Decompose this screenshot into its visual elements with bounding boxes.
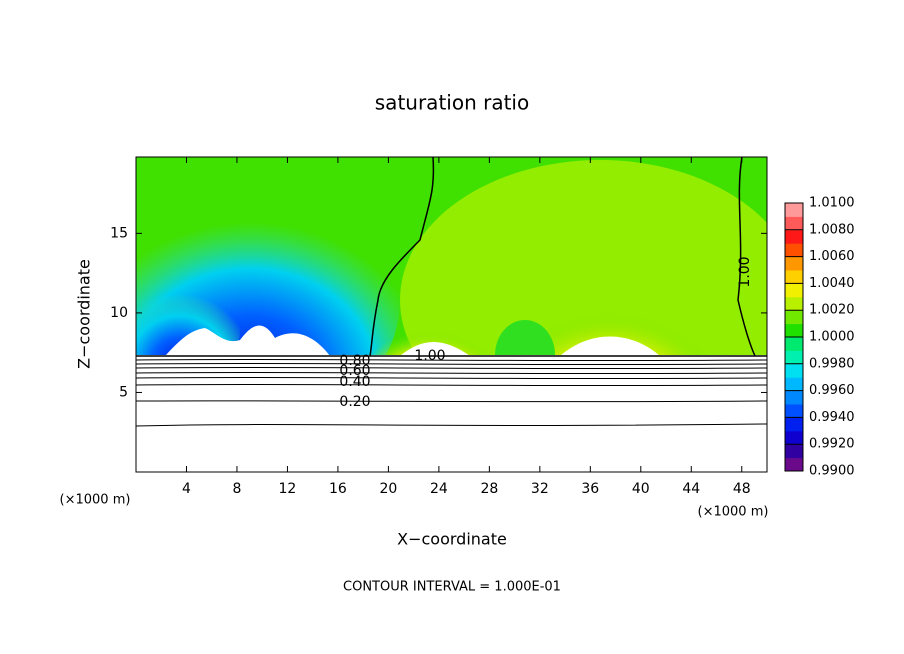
colorbar-band bbox=[785, 337, 803, 351]
contour-label: 0.20 bbox=[339, 394, 370, 410]
x-tick-label: 12 bbox=[279, 481, 297, 497]
colorbar-band bbox=[785, 283, 803, 298]
colorbar-band bbox=[785, 243, 803, 258]
x-tick-label: 16 bbox=[329, 481, 347, 497]
contour-label: 0.40 bbox=[339, 374, 370, 390]
colorbar-band bbox=[785, 457, 803, 472]
footer: CONTOUR INTERVAL = 1.000E-01 bbox=[343, 580, 561, 595]
colorbar-band bbox=[785, 444, 803, 459]
y-tick-label: 15 bbox=[110, 225, 128, 241]
colorbar-band bbox=[785, 417, 803, 432]
colorbar-tick-label: 1.0060 bbox=[809, 249, 855, 264]
colorbar-tick-label: 1.0080 bbox=[809, 222, 855, 237]
x-tick-label: 20 bbox=[379, 481, 397, 497]
x-tick-label: 4 bbox=[182, 481, 191, 497]
colorbar-band bbox=[785, 404, 803, 418]
colorbar-band bbox=[785, 390, 803, 405]
colorbar-band bbox=[785, 270, 803, 284]
colorbar-band bbox=[785, 203, 803, 217]
x-unit: (×1000 m) bbox=[60, 493, 131, 508]
colorbar-tick-label: 0.9900 bbox=[809, 464, 855, 479]
colorbar-band bbox=[785, 430, 803, 445]
colorbar-tick-label: 1.0000 bbox=[809, 330, 855, 345]
x-unit: (×1000 m) bbox=[698, 505, 769, 520]
x-axis-label: X−coordinate bbox=[397, 530, 507, 549]
contour-label: 0.80 bbox=[339, 353, 370, 369]
x-tick-label: 28 bbox=[480, 481, 498, 497]
colorbar-tick-label: 1.0020 bbox=[809, 303, 855, 318]
plot-frame bbox=[135, 156, 768, 473]
field bbox=[136, 157, 767, 472]
colorbar-band bbox=[785, 377, 803, 392]
contour-label: 1.00 bbox=[737, 256, 753, 287]
colorbar-band bbox=[785, 350, 803, 365]
y-tick-label: 5 bbox=[119, 384, 128, 400]
colorbar-tick-label: 1.0100 bbox=[809, 196, 855, 211]
colorbar-tick-label: 0.9980 bbox=[809, 356, 855, 371]
colorbar-band bbox=[785, 296, 803, 311]
colorbar-tick-label: 0.9920 bbox=[809, 437, 855, 452]
colorbar-tick-label: 1.0040 bbox=[809, 276, 855, 291]
contour-labels: 0.80 0.60 0.40 0.20 1.00 1.00 bbox=[339, 256, 753, 410]
colorbar-band bbox=[785, 216, 803, 231]
contour-label: 1.00 bbox=[414, 348, 445, 364]
x-tick-label: 24 bbox=[430, 481, 448, 497]
chart-title: saturation ratio bbox=[375, 91, 529, 115]
colorbar-tick-label: 0.9940 bbox=[809, 410, 855, 425]
colorbar-band bbox=[785, 363, 803, 378]
x-tick-label: 48 bbox=[733, 481, 751, 497]
colorbar-band bbox=[785, 310, 803, 325]
colorbar-band bbox=[785, 229, 803, 244]
y-axis-label: Z−coordinate bbox=[75, 259, 94, 369]
y-tick-label: 10 bbox=[110, 305, 128, 321]
x-tick-label: 32 bbox=[531, 481, 549, 497]
x-tick-label: 44 bbox=[682, 481, 700, 497]
colorbar-band bbox=[785, 256, 803, 271]
x-tick-label: 40 bbox=[632, 481, 650, 497]
x-tick-label: 8 bbox=[232, 481, 241, 497]
colorbar-band bbox=[785, 323, 803, 338]
colorbar-tick-label: 0.9960 bbox=[809, 383, 855, 398]
x-tick-label: 36 bbox=[581, 481, 599, 497]
contour-label: 0.60 bbox=[339, 363, 370, 379]
